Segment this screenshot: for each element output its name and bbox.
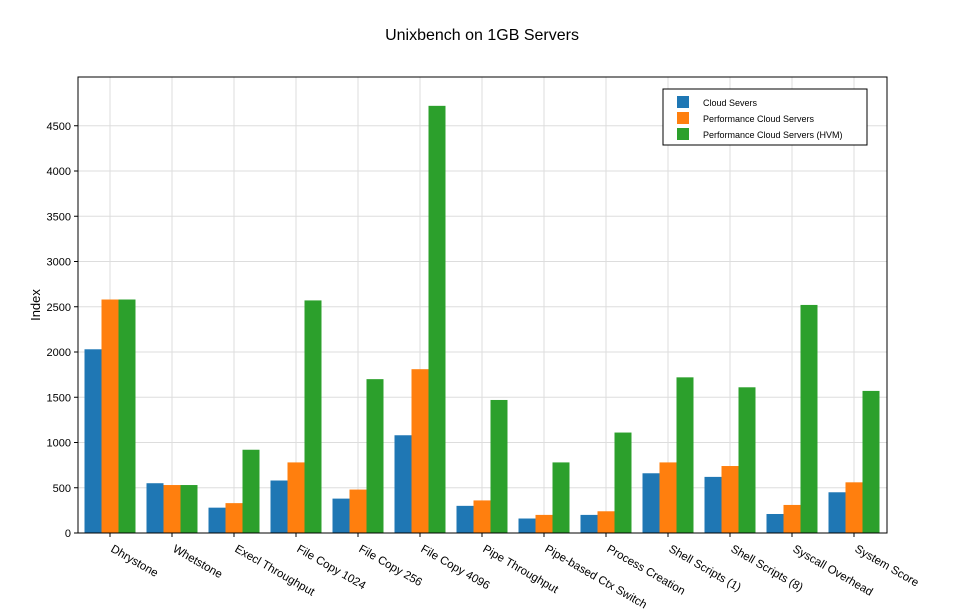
- bar-1-1: [163, 485, 181, 533]
- bar-9-0: [642, 473, 660, 533]
- bar-12-2: [862, 390, 880, 533]
- bar-10-1: [721, 466, 739, 533]
- bar-5-1: [411, 369, 429, 533]
- grid: [78, 77, 887, 534]
- legend-box: [662, 88, 868, 146]
- legend-label-0: Cloud Severs: [703, 98, 758, 108]
- bar-0-1: [101, 299, 119, 533]
- y-tick-label-4: 2000: [47, 347, 71, 359]
- bar-5-0: [394, 435, 412, 533]
- bar-0-2: [118, 299, 136, 533]
- bar-9-2: [676, 377, 694, 533]
- y-tick-label-8: 4000: [47, 166, 71, 178]
- bar-2-1: [225, 503, 243, 533]
- bar-8-0: [580, 514, 598, 533]
- y-tick-label-3: 1500: [47, 392, 71, 404]
- bar-12-0: [828, 492, 846, 533]
- bar-6-1: [473, 500, 491, 533]
- legend-swatch-1: [677, 112, 689, 124]
- y-tick-label-0: 0: [65, 528, 71, 540]
- bar-3-0: [270, 480, 288, 533]
- x-tick-label-5: File Copy 4096: [419, 543, 492, 592]
- legend-label-2: Performance Cloud Servers (HVM): [703, 130, 843, 140]
- y-tick-label-7: 3500: [47, 211, 71, 223]
- x-tick-label-0: Dhrystone: [109, 543, 160, 580]
- bar-7-0: [518, 518, 536, 533]
- y-tick-label-1: 500: [53, 483, 71, 495]
- bar-2-0: [208, 507, 226, 533]
- bar-6-2: [490, 399, 508, 533]
- legend-swatch-0: [677, 96, 689, 108]
- bar-2-2: [242, 449, 260, 533]
- bar-5-2: [428, 105, 446, 533]
- x-tick-label-1: Whetstone: [171, 543, 225, 581]
- bar-7-2: [552, 462, 570, 533]
- legend: Cloud Severs Performance Cloud Servers Per…: [662, 88, 868, 146]
- bar-3-1: [287, 462, 305, 533]
- bar-6-0: [456, 505, 474, 533]
- bar-10-2: [738, 387, 756, 533]
- legend-swatch-2: [677, 128, 689, 140]
- x-tick-label-7: Pipe-based Ctx Switch: [543, 543, 649, 611]
- bar-9-1: [659, 462, 677, 533]
- bar-10-0: [704, 476, 722, 533]
- bar-7-1: [535, 514, 553, 533]
- bars: [84, 105, 880, 533]
- bar-8-1: [597, 511, 615, 533]
- bar-1-0: [146, 483, 164, 533]
- bar-1-2: [180, 485, 198, 533]
- bar-3-2: [304, 300, 322, 533]
- bar-11-2: [800, 304, 818, 533]
- chart-title: Unixbench on 1GB Servers: [385, 27, 579, 44]
- y-tick-label-2: 1000: [47, 438, 71, 450]
- y-tick-label-6: 3000: [47, 257, 71, 269]
- bar-12-1: [845, 482, 863, 533]
- y-axis: 0 500 1000 1500 2000 2500 3000 3500 4000 4500: [47, 121, 78, 540]
- bar-4-1: [349, 489, 367, 533]
- bar-11-0: [766, 513, 784, 533]
- bar-4-2: [366, 379, 384, 533]
- bar-11-1: [783, 504, 801, 533]
- bar-8-2: [614, 432, 632, 533]
- bar-0-0: [84, 349, 102, 533]
- y-axis-label: Index: [28, 289, 43, 321]
- y-tick-label-9: 4500: [47, 121, 71, 133]
- legend-label-1: Performance Cloud Servers: [703, 114, 815, 124]
- y-tick-label-5: 2500: [47, 302, 71, 314]
- bar-4-0: [332, 498, 350, 533]
